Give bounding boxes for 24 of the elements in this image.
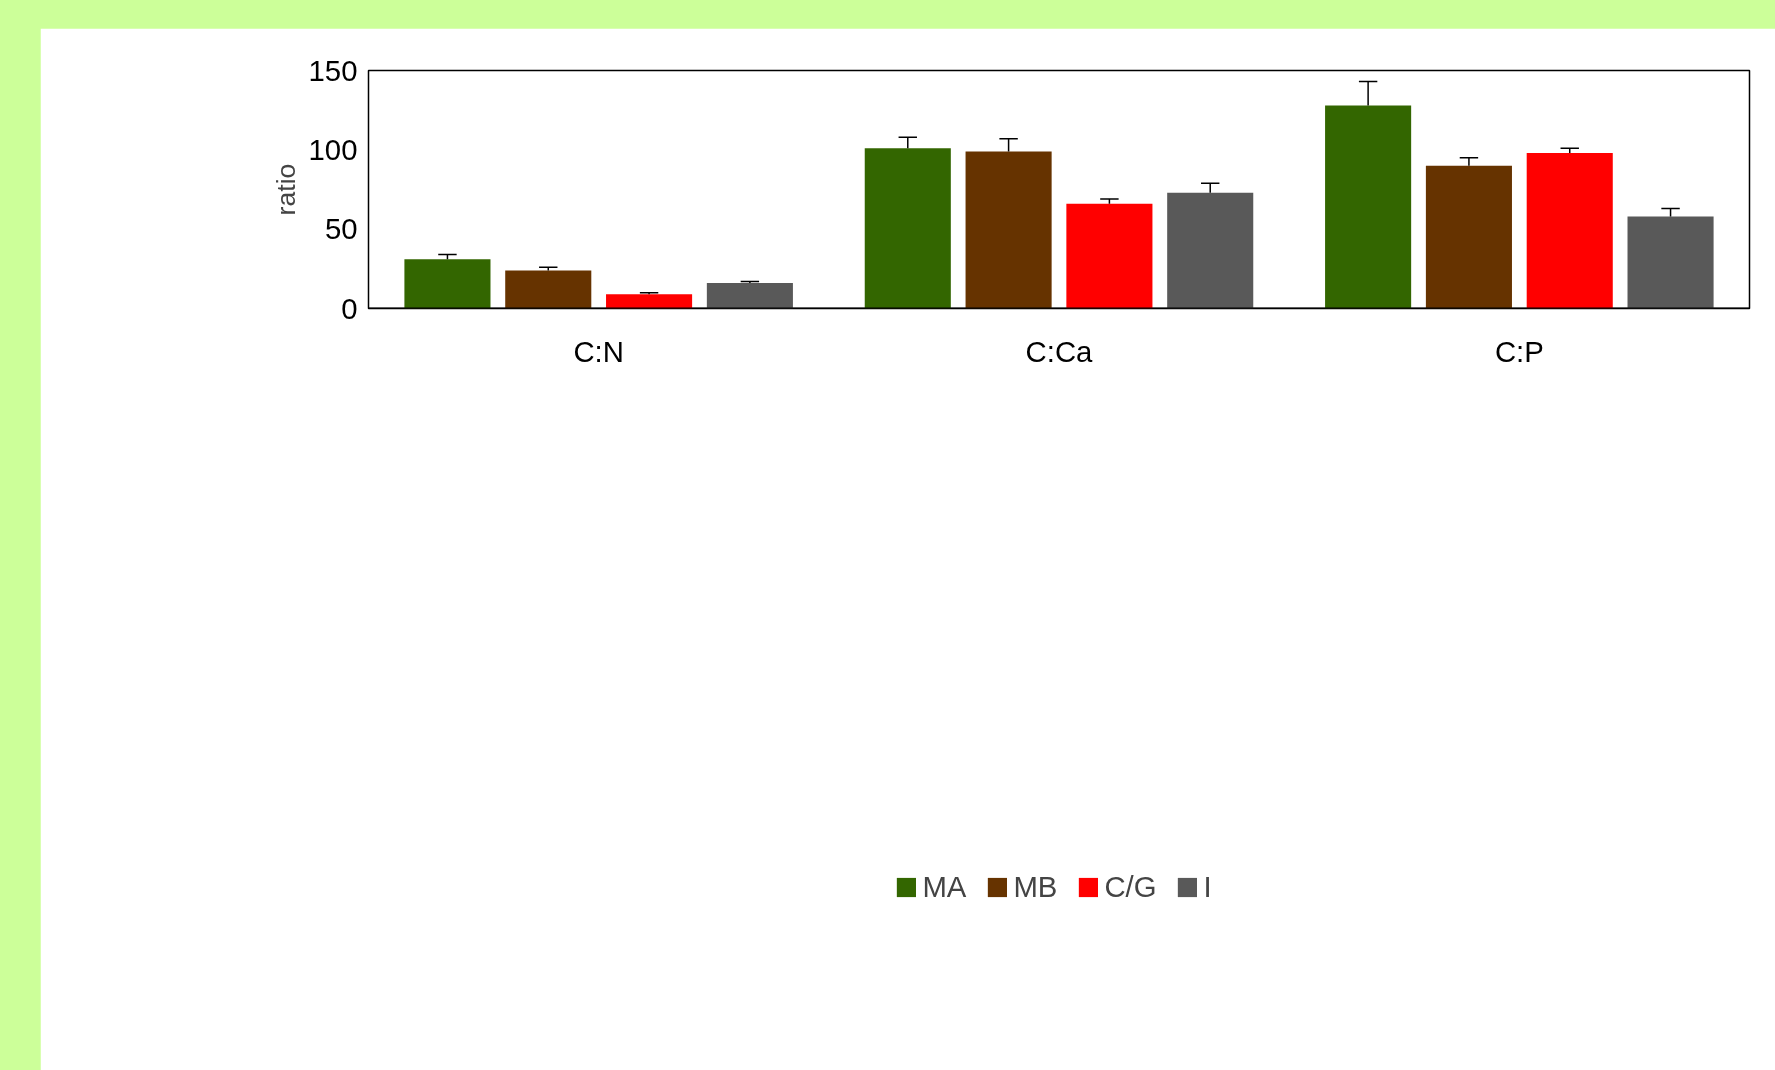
bar — [1526, 153, 1613, 309]
bar — [1425, 165, 1512, 309]
x-tick-label: C:N — [573, 334, 624, 368]
bar — [1066, 203, 1153, 309]
legend-label: C/G — [1104, 869, 1157, 904]
bar — [606, 294, 693, 309]
legend-label: MB — [1013, 869, 1058, 904]
bar — [1167, 192, 1254, 309]
x-tick-label: C:P — [1494, 334, 1544, 368]
bar — [1325, 105, 1412, 309]
y-tick-label: 0 — [341, 291, 358, 325]
y-tick-label: 100 — [308, 132, 358, 166]
x-tick-label: C:Ca — [1025, 334, 1094, 368]
legend-label: MA — [922, 869, 967, 904]
bar — [1627, 216, 1714, 309]
bar — [505, 270, 592, 309]
bar — [706, 283, 793, 309]
legend-label: I — [1203, 869, 1213, 904]
bar — [864, 148, 951, 309]
bar — [965, 151, 1052, 309]
y-tick-label: 50 — [324, 212, 358, 246]
y-tick-label: 150 — [308, 53, 358, 87]
y-axis-title: ratio — [270, 163, 301, 216]
bar — [404, 259, 491, 309]
